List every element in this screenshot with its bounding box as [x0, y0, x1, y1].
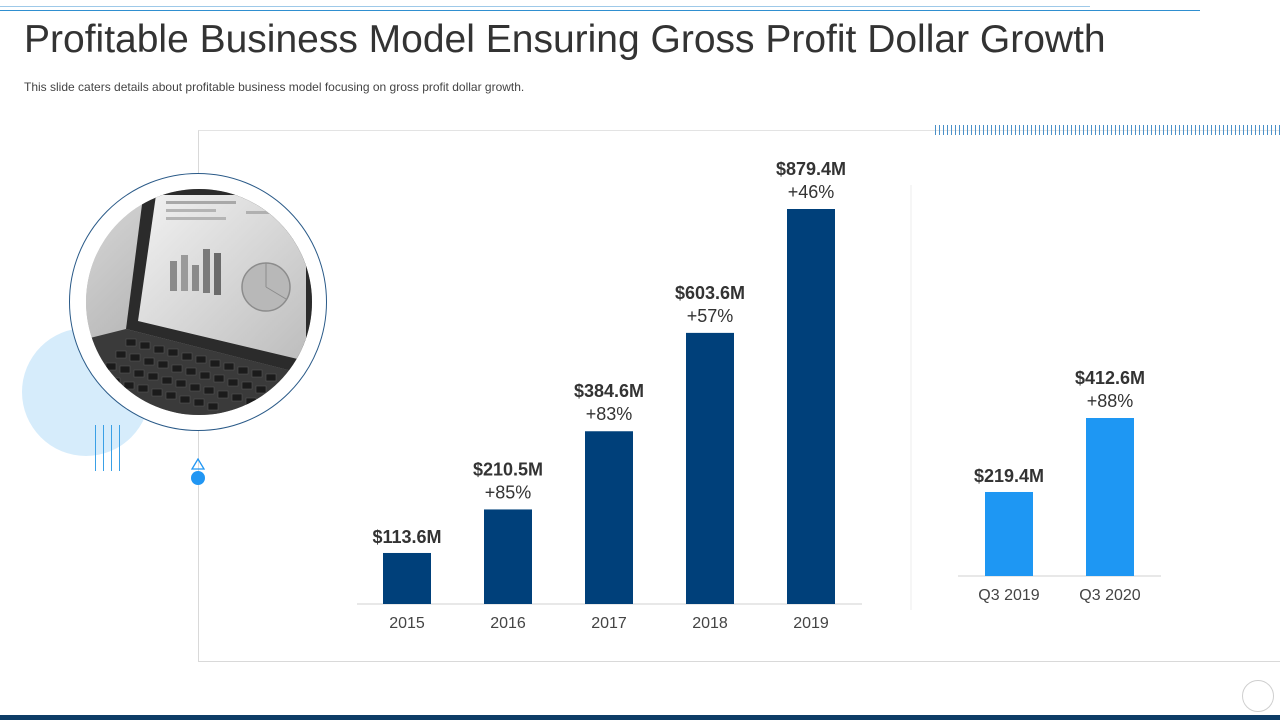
top-accent-line-light	[0, 6, 1090, 7]
corner-circle	[1242, 680, 1274, 712]
x-tick-label: 2018	[692, 615, 728, 632]
page-subtitle: This slide caters details about profitab…	[24, 80, 525, 94]
x-tick-label: 2016	[490, 615, 526, 632]
value-label: $879.4M	[776, 159, 846, 179]
annual-gross-profit-chart: 2015 $113.6M 2016 $210.5M +85% 2017 $384.6M +83…	[357, 159, 862, 632]
x-tick-label: 2015	[389, 615, 425, 632]
accent-dot	[191, 471, 205, 485]
x-tick-label: 2019	[793, 615, 829, 632]
bar-2018	[686, 332, 734, 604]
x-tick-label: Q3 2020	[1079, 587, 1140, 604]
value-label: $603.6M	[675, 283, 745, 303]
triangle-icon	[191, 458, 205, 470]
value-label: $412.6M	[1075, 368, 1145, 388]
growth-label: +46%	[788, 182, 835, 202]
decorative-lines	[95, 425, 121, 471]
quarterly-gross-profit-chart: Q3 2019 $219.4M Q3 2020 $412.6M +88%	[958, 368, 1161, 604]
laptop-chart-photo	[86, 189, 312, 415]
bar-q3-2019	[985, 491, 1033, 576]
value-label: $219.4M	[974, 466, 1044, 486]
top-accent-line	[0, 10, 1200, 11]
page-title: Profitable Business Model Ensuring Gross…	[24, 18, 1106, 61]
x-tick-label: Q3 2019	[978, 587, 1039, 604]
growth-label: +83%	[586, 404, 633, 424]
bar-2016	[484, 509, 532, 604]
hatch-decoration	[935, 125, 1280, 135]
x-tick-label: 2017	[591, 615, 627, 632]
bar-2019	[787, 209, 835, 604]
bar-q3-2020	[1086, 418, 1134, 576]
value-label: $113.6M	[372, 527, 441, 547]
bar-2017	[585, 431, 633, 604]
value-label: $210.5M	[473, 459, 543, 479]
bar-2015	[383, 552, 431, 604]
laptop-icon	[86, 189, 312, 415]
bottom-bar	[0, 715, 1280, 720]
value-label: $384.6M	[574, 381, 644, 401]
growth-label: +88%	[1087, 391, 1134, 411]
growth-label: +85%	[485, 482, 532, 502]
growth-label: +57%	[687, 306, 734, 326]
